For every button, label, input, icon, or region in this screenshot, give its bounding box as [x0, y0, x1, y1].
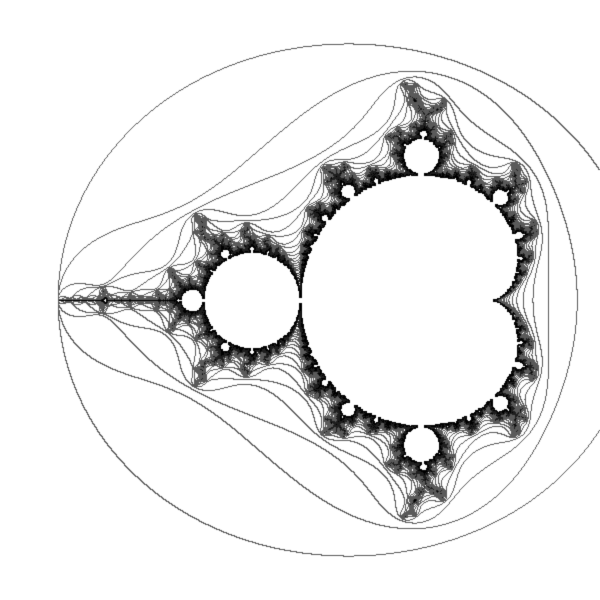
- mandelbrot-set-drawing: [0, 0, 600, 600]
- fractal-canvas: [0, 0, 600, 600]
- fractal-raster-holder: [0, 0, 600, 600]
